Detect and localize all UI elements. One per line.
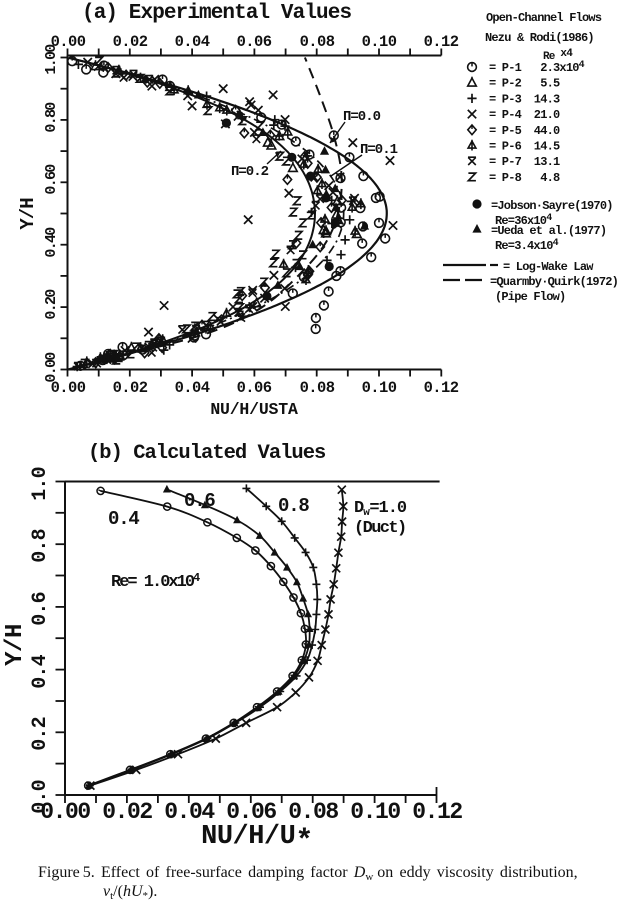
- svg-text:Π=0.1: Π=0.1: [360, 142, 398, 158]
- svg-text:0.20: 0.20: [43, 289, 60, 320]
- svg-text:Re=36x104: Re=36x104: [495, 213, 552, 228]
- svg-text:0.8: 0.8: [278, 495, 309, 517]
- svg-text:0.8: 0.8: [29, 529, 52, 563]
- svg-text:=Ueda et al.(1977): =Ueda et al.(1977): [491, 224, 606, 238]
- svg-text:(b) Calculated Values: (b) Calculated Values: [88, 442, 326, 465]
- svg-text:Open-Channel Flows: Open-Channel Flows: [486, 11, 602, 25]
- svg-text:0.00: 0.00: [40, 799, 90, 825]
- svg-text:=Quarmby·Quirk(1972): =Quarmby·Quirk(1972): [490, 275, 618, 289]
- svg-text:0.00: 0.00: [51, 379, 86, 397]
- svg-text:0.02: 0.02: [113, 379, 148, 397]
- svg-text:0.10: 0.10: [350, 799, 400, 825]
- svg-text:0.4: 0.4: [29, 654, 52, 688]
- svg-text:Nezu & Rodi(1986): Nezu & Rodi(1986): [485, 31, 594, 45]
- svg-text:= P-1 2.3x104: = P-1 2.3x104: [489, 60, 585, 75]
- svg-text:Π=0.2: Π=0.2: [231, 164, 269, 180]
- svg-text:1.0: 1.0: [29, 467, 52, 501]
- svg-text:NU/H/USTA: NU/H/USTA: [210, 400, 298, 419]
- svg-text:Re=3.4x104: Re=3.4x104: [495, 238, 559, 253]
- svg-text:0.4: 0.4: [108, 508, 139, 530]
- svg-text:0.06: 0.06: [226, 799, 276, 825]
- svg-text:Y/H: Y/H: [17, 198, 39, 230]
- svg-text:0.02: 0.02: [102, 799, 152, 825]
- svg-text:νt/(hU*).: νt/(hU*).: [103, 883, 157, 902]
- svg-text:0.10: 0.10: [362, 33, 397, 51]
- svg-text:= P-3 14.3: = P-3 14.3: [489, 92, 560, 106]
- svg-text:0.00: 0.00: [43, 352, 60, 383]
- svg-text:0.12: 0.12: [412, 799, 462, 825]
- svg-text:= P-2 5.5: = P-2 5.5: [489, 77, 560, 91]
- svg-text:Re= 1.0x104: Re= 1.0x104: [111, 571, 200, 592]
- svg-text:= P-4 21.0: = P-4 21.0: [489, 108, 560, 122]
- svg-text:0.80: 0.80: [43, 102, 60, 133]
- svg-text:1.00: 1.00: [43, 44, 60, 75]
- svg-text:0.04: 0.04: [175, 379, 210, 397]
- svg-text:0.12: 0.12: [424, 379, 459, 397]
- svg-text:(a) Experimental Values: (a) Experimental Values: [82, 2, 351, 25]
- svg-text:0.6: 0.6: [184, 490, 215, 512]
- svg-text:0.0: 0.0: [29, 780, 52, 814]
- svg-text:Y/H: Y/H: [2, 624, 29, 666]
- svg-text:(Duct): (Duct): [354, 519, 406, 538]
- svg-text:0.06: 0.06: [237, 33, 272, 51]
- svg-text:= P-6 14.5: = P-6 14.5: [489, 140, 560, 154]
- svg-text:Π=0.0: Π=0.0: [343, 109, 381, 125]
- svg-text:= Log-Wake Law: = Log-Wake Law: [503, 260, 594, 274]
- svg-text:= P-7 13.1: = P-7 13.1: [489, 155, 560, 169]
- svg-text:0.12: 0.12: [424, 33, 459, 51]
- svg-text:Re x4: Re x4: [543, 48, 573, 63]
- svg-text:0.00: 0.00: [51, 33, 86, 51]
- svg-text:0.08: 0.08: [300, 379, 335, 397]
- svg-text:Dw=1.0: Dw=1.0: [354, 499, 407, 519]
- svg-text:(Pipe Flow): (Pipe Flow): [495, 290, 565, 304]
- svg-text:0.06: 0.06: [237, 379, 272, 397]
- svg-text:0.04: 0.04: [164, 799, 215, 825]
- svg-text:0.10: 0.10: [362, 379, 397, 397]
- svg-text:0.04: 0.04: [175, 33, 210, 51]
- svg-text:= P-5 44.0: = P-5 44.0: [489, 124, 560, 138]
- svg-text:0.02: 0.02: [113, 33, 148, 51]
- svg-text:0.08: 0.08: [288, 799, 338, 825]
- svg-text:0.08: 0.08: [300, 33, 335, 51]
- svg-text:0.60: 0.60: [43, 164, 60, 195]
- svg-text:0.40: 0.40: [43, 227, 60, 258]
- svg-text:0.2: 0.2: [29, 717, 52, 751]
- svg-text:=Jobson·Sayre(1970): =Jobson·Sayre(1970): [491, 199, 613, 213]
- svg-text:0.6: 0.6: [29, 592, 52, 626]
- svg-text:= P-8 4.8: = P-8 4.8: [489, 171, 560, 185]
